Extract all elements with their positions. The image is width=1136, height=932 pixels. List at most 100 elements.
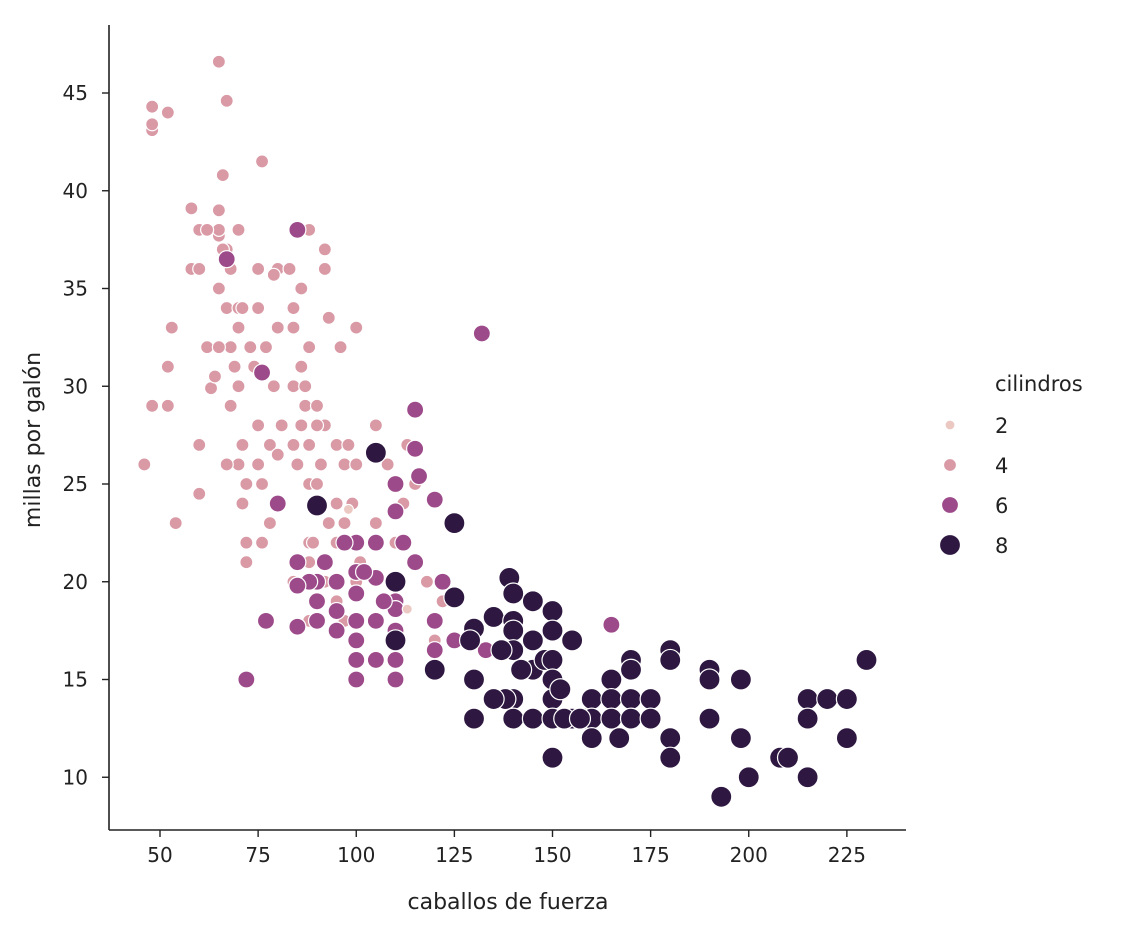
point-cyl-4 [200,340,215,355]
point-cyl-8 [796,687,819,711]
point-cyl-4 [160,398,175,413]
point-cyl-6 [394,533,413,552]
point-cyl-8 [776,746,800,769]
point-cyl-8 [364,441,387,464]
point-cyl-6 [347,611,366,630]
point-cyl-8 [659,727,682,750]
x-tick-label: 175 [632,843,670,867]
point-cyl-8 [443,586,466,609]
x-ticks: 50 75 100 125 150 175 200 225 [147,830,866,867]
point-cyl-4 [239,476,254,492]
point-cyl-4 [349,457,364,472]
point-cyl-8 [490,639,513,662]
point-cyl-8 [600,687,623,711]
point-cyl-4 [168,515,183,531]
point-cyl-8 [443,511,466,535]
point-cyl-6 [335,533,354,552]
point-cyl-8 [729,727,753,750]
point-cyl-4 [235,496,250,511]
point-cyl-4 [164,320,179,335]
point-cyl-6 [315,553,334,572]
point-cyl-4 [270,447,285,462]
point-cyl-8 [423,658,446,681]
y-tick-label: 10 [63,765,88,789]
point-cyl-8 [816,687,839,711]
point-cyl-8 [561,629,584,652]
point-cyl-8 [600,668,623,691]
point-cyl-4 [298,379,313,394]
point-cyl-4 [329,437,344,452]
point-cyl-8 [549,678,572,701]
point-cyl-8 [619,687,643,711]
point-cyl-4 [192,261,207,277]
legend-label: 2 [995,414,1008,438]
point-cyl-4 [145,99,160,114]
point-cyl-4 [321,310,336,325]
point-cyl-4 [368,515,383,531]
x-tick-label: 50 [147,843,172,867]
point-cyl-8 [482,687,505,711]
point-cyl-4 [302,437,317,452]
point-cyl-8 [580,687,603,711]
point-cyl-8 [541,619,564,642]
point-cyl-4 [160,105,175,120]
point-cyl-8 [521,707,544,730]
point-cyl-8 [580,727,603,750]
point-cyl-4 [211,340,226,355]
legend: cilindros 2 4 6 8 [938,372,1083,558]
point-cyl-4 [258,340,274,355]
point-cyl-8 [698,668,721,691]
x-tick-label: 200 [730,843,768,867]
point-cyl-4 [231,222,246,237]
point-cyl-8 [796,707,819,730]
point-cyl-6 [386,670,405,689]
legend-entry-6: 6 [940,494,1008,518]
point-cyl-4 [270,320,285,335]
point-cyl-4 [223,340,238,355]
x-axis-label: caballos de fuerza [408,890,609,915]
point-cyl-6 [366,533,385,552]
legend-marker [944,419,956,431]
point-cyl-8 [521,629,544,652]
point-cyl-4 [337,457,352,472]
point-cyl-4 [290,457,305,472]
legend-label: 8 [995,534,1008,558]
point-cyl-6 [307,592,327,611]
x-tick-label: 150 [533,843,571,867]
point-cyl-4 [231,457,246,472]
point-cyl-4 [137,457,152,472]
point-cyl-4 [286,379,301,394]
y-tick-label: 20 [63,570,88,594]
point-cyl-8 [568,707,592,730]
point-cyl-6 [425,490,444,509]
y-tick-label: 30 [63,374,88,398]
point-cyl-8 [639,707,662,730]
point-cyl-6 [327,621,346,640]
point-cyl-4 [211,281,226,296]
point-cyl-6 [268,494,287,513]
point-cyl-4 [286,300,301,316]
point-cyl-4 [219,93,234,108]
point-cyl-4 [333,340,348,355]
legend-marker [942,457,958,473]
y-tick-label: 45 [63,81,88,105]
point-cyl-4 [294,281,309,296]
point-cyl-8 [835,687,858,711]
point-cyl-6 [327,601,346,621]
point-cyl-8 [384,629,407,652]
point-cyl-8 [698,707,721,730]
point-cyl-4 [309,418,325,433]
point-cyl-4 [145,398,160,413]
point-cyl-4 [274,418,289,433]
point-cyl-6 [252,363,272,382]
point-cyl-4 [235,437,250,452]
point-cyl-6 [406,400,425,419]
point-cyl-4 [251,457,266,472]
point-cyl-6 [366,650,385,670]
point-cyl-4 [337,515,352,531]
point-cyl-4 [251,418,266,433]
point-cyl-4 [251,261,266,277]
point-cyl-6 [406,439,425,458]
point-cyl-4 [231,379,246,394]
